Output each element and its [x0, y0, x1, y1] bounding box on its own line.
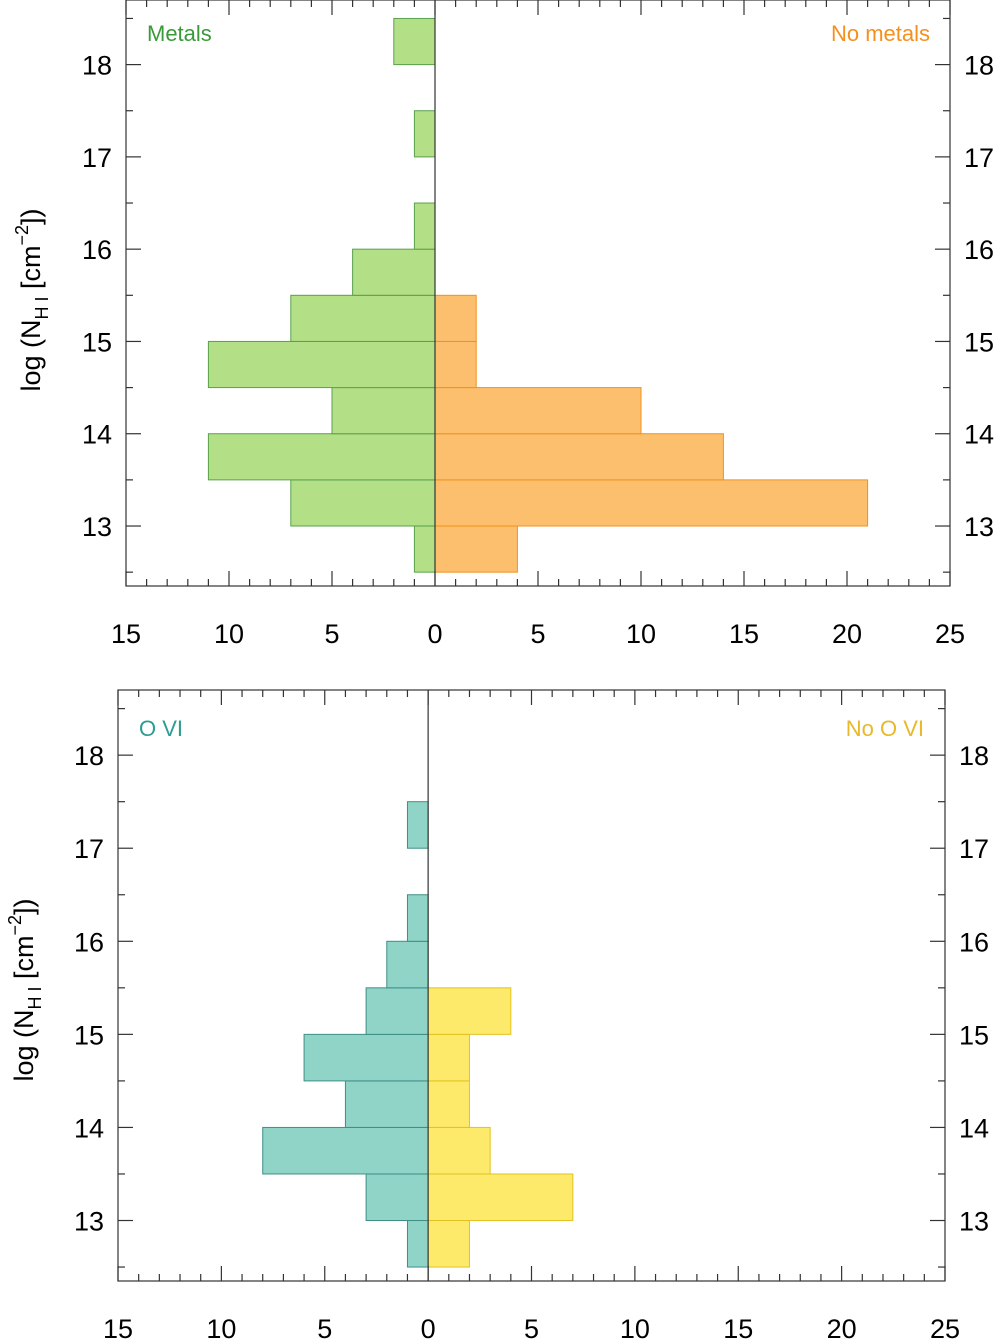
x-tick-label: 0 [427, 619, 442, 649]
left-bar-4 [303, 1033, 429, 1082]
x-tick-label: 10 [620, 1314, 650, 1339]
y-tick-label-right: 15 [959, 1020, 989, 1050]
right-bar-3 [434, 387, 642, 435]
y-tick-label: 17 [74, 834, 104, 864]
y-tick-label-right: 14 [959, 1113, 989, 1143]
right-bar-2 [427, 1126, 491, 1175]
x-tick-label: 5 [317, 1314, 332, 1339]
left-bar-1 [365, 1173, 429, 1222]
right-bar-5 [427, 987, 512, 1035]
x-tick-label: 20 [832, 619, 862, 649]
y-tick-label: 14 [82, 420, 112, 450]
y-tick-label: 13 [82, 512, 112, 542]
y-tick-label: 18 [74, 741, 104, 771]
right-bar-1 [434, 479, 869, 527]
left-bar-6 [352, 248, 436, 296]
x-tick-label: 25 [935, 619, 965, 649]
left-bar-11 [393, 17, 436, 66]
right-bar-4 [434, 340, 477, 389]
no-metals-label: No metals [831, 21, 930, 46]
left-bar-2 [262, 1126, 429, 1175]
x-tick-label: 15 [103, 1314, 133, 1339]
right-bar-3 [427, 1080, 470, 1128]
x-tick-label: 0 [421, 1314, 436, 1339]
x-tick-label: 15 [111, 619, 141, 649]
left-bar-5 [290, 294, 436, 342]
y-tick-label: 18 [82, 51, 112, 81]
x-tick-label: 25 [930, 1314, 960, 1339]
y-tick-label: 13 [74, 1207, 104, 1237]
top-histogram-panel: log (NH I [cm−2]) Metals No metals 15 10 5… [12, 0, 994, 649]
bottom-histogram-panel: log (NH I [cm−2]) O VI No O VI 15 10 5 0 5 10… [5, 689, 989, 1339]
left-bar-7 [406, 894, 429, 942]
right-bar-1 [427, 1173, 574, 1222]
left-bar-6 [386, 940, 429, 989]
o-vi-label: O VI [139, 716, 183, 741]
y-tick-label-right: 14 [964, 420, 994, 450]
right-bar-2 [434, 433, 724, 481]
y-tick-label-right: 17 [964, 143, 994, 173]
x-tick-label: 15 [729, 619, 759, 649]
left-bar-2 [207, 433, 436, 481]
right-bar-4 [427, 1033, 470, 1082]
y-tick-label: 16 [74, 927, 104, 957]
y-tick-label-right: 13 [959, 1207, 989, 1237]
right-bar-5 [434, 294, 477, 342]
left-bar-1 [290, 479, 436, 527]
right-bar-0 [434, 525, 518, 573]
y-tick-label-right: 18 [964, 51, 994, 81]
y-tick-label-right: 16 [964, 235, 994, 265]
left-bar-9 [406, 801, 429, 849]
x-tick-label: 5 [530, 619, 545, 649]
y-tick-label-right: 13 [964, 512, 994, 542]
y-tick-label-right: 17 [959, 834, 989, 864]
y-tick-label-right: 16 [959, 927, 989, 957]
bottom-y-axis-label: log (NH I [cm−2]) [5, 898, 45, 1081]
y-tick-label: 16 [82, 235, 112, 265]
metals-label: Metals [147, 21, 212, 46]
y-tick-label-right: 18 [959, 741, 989, 771]
x-tick-label: 10 [214, 619, 244, 649]
left-bar-5 [365, 987, 429, 1035]
y-tick-label: 17 [82, 143, 112, 173]
y-tick-label: 15 [74, 1020, 104, 1050]
no-o-vi-label: No O VI [846, 716, 924, 741]
x-tick-label: 5 [324, 619, 339, 649]
x-tick-label: 20 [827, 1314, 857, 1339]
y-tick-label-right: 15 [964, 327, 994, 357]
x-tick-label: 15 [723, 1314, 753, 1339]
left-bar-9 [413, 110, 436, 158]
x-tick-label: 10 [626, 619, 656, 649]
y-tick-label: 15 [82, 327, 112, 357]
x-tick-label: 5 [524, 1314, 539, 1339]
left-bar-3 [331, 387, 436, 435]
top-y-axis-label: log (NH I [cm−2]) [12, 208, 52, 391]
y-tick-label: 14 [74, 1113, 104, 1143]
left-bar-0 [413, 525, 436, 573]
left-bar-7 [413, 202, 436, 250]
left-bar-0 [406, 1220, 429, 1268]
left-bar-4 [207, 340, 436, 389]
left-bar-3 [344, 1080, 429, 1128]
right-bar-0 [427, 1220, 470, 1268]
x-tick-label: 10 [206, 1314, 236, 1339]
